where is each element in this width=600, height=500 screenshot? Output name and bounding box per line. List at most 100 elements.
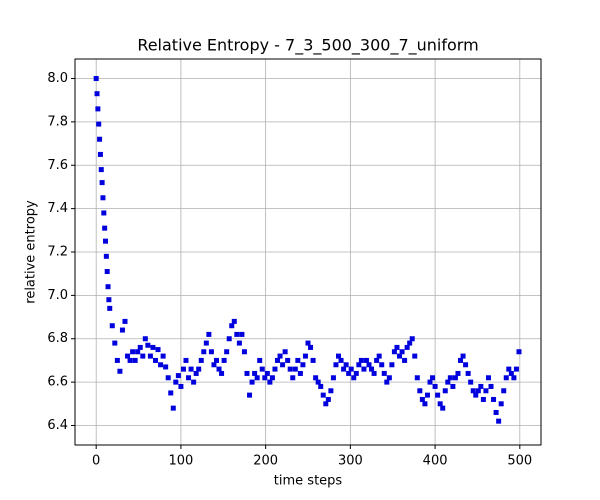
point bbox=[318, 383, 324, 389]
point bbox=[168, 390, 174, 396]
point bbox=[224, 349, 230, 355]
point bbox=[206, 331, 212, 337]
point bbox=[112, 340, 118, 346]
point bbox=[348, 366, 354, 372]
point bbox=[105, 284, 111, 290]
point bbox=[452, 375, 458, 381]
point bbox=[247, 392, 253, 398]
point bbox=[96, 121, 102, 127]
point bbox=[389, 362, 395, 368]
point bbox=[338, 357, 344, 363]
point bbox=[152, 357, 158, 363]
point bbox=[488, 383, 494, 389]
point bbox=[473, 392, 479, 398]
point bbox=[435, 392, 441, 398]
point bbox=[315, 379, 321, 385]
point bbox=[140, 353, 146, 359]
point bbox=[371, 370, 377, 376]
point bbox=[104, 269, 110, 275]
point bbox=[516, 349, 522, 355]
point bbox=[216, 366, 222, 372]
point bbox=[508, 370, 514, 376]
point bbox=[483, 388, 489, 394]
point bbox=[305, 340, 311, 346]
point bbox=[132, 357, 138, 363]
point bbox=[257, 357, 263, 363]
point bbox=[183, 357, 189, 363]
point bbox=[274, 357, 280, 363]
point bbox=[165, 375, 171, 381]
point bbox=[175, 373, 181, 379]
point bbox=[231, 318, 237, 324]
point bbox=[119, 327, 125, 333]
x-tick-label: 400 bbox=[423, 454, 448, 469]
point bbox=[358, 357, 364, 363]
point bbox=[376, 353, 382, 359]
point bbox=[384, 379, 390, 385]
point bbox=[430, 375, 436, 381]
point bbox=[170, 405, 176, 411]
y-tick-label: 6.6 bbox=[47, 375, 68, 390]
point bbox=[381, 370, 387, 376]
point bbox=[109, 323, 115, 329]
point bbox=[249, 379, 255, 385]
point bbox=[99, 180, 105, 186]
chart-title: Relative Entropy - 7_3_500_300_7_uniform bbox=[137, 36, 478, 56]
point bbox=[511, 375, 517, 381]
point bbox=[101, 210, 107, 216]
point bbox=[310, 357, 316, 363]
point bbox=[363, 357, 369, 363]
point bbox=[106, 297, 112, 303]
point bbox=[196, 366, 202, 372]
point bbox=[160, 353, 166, 359]
point bbox=[282, 349, 288, 355]
point bbox=[193, 370, 199, 376]
point bbox=[409, 336, 415, 342]
point bbox=[313, 375, 319, 381]
point bbox=[325, 396, 331, 402]
point bbox=[356, 362, 362, 368]
point bbox=[300, 362, 306, 368]
point bbox=[244, 370, 250, 376]
point bbox=[402, 357, 408, 363]
point bbox=[103, 253, 109, 259]
point bbox=[262, 375, 268, 381]
point bbox=[264, 370, 270, 376]
point bbox=[346, 370, 352, 376]
point bbox=[351, 375, 357, 381]
point bbox=[203, 340, 209, 346]
point bbox=[213, 357, 219, 363]
point bbox=[485, 375, 491, 381]
point bbox=[180, 366, 186, 372]
point bbox=[295, 357, 301, 363]
point bbox=[361, 366, 367, 372]
point bbox=[302, 353, 308, 359]
point bbox=[239, 331, 245, 337]
point bbox=[191, 379, 197, 385]
point bbox=[445, 379, 451, 385]
point bbox=[404, 344, 410, 350]
point bbox=[287, 366, 293, 372]
point bbox=[102, 225, 108, 231]
point bbox=[114, 357, 120, 363]
point bbox=[252, 370, 258, 376]
point bbox=[369, 366, 375, 372]
point bbox=[285, 357, 291, 363]
point bbox=[419, 396, 425, 402]
point bbox=[97, 151, 103, 157]
x-tick-label: 200 bbox=[253, 454, 278, 469]
point bbox=[97, 136, 103, 142]
point bbox=[135, 349, 141, 355]
point bbox=[98, 167, 104, 173]
point bbox=[147, 353, 153, 359]
point bbox=[219, 370, 225, 376]
point bbox=[440, 405, 446, 411]
point bbox=[173, 379, 179, 385]
point bbox=[397, 353, 403, 359]
point bbox=[95, 106, 101, 112]
point bbox=[142, 336, 148, 342]
point bbox=[208, 349, 214, 355]
point bbox=[343, 362, 349, 368]
